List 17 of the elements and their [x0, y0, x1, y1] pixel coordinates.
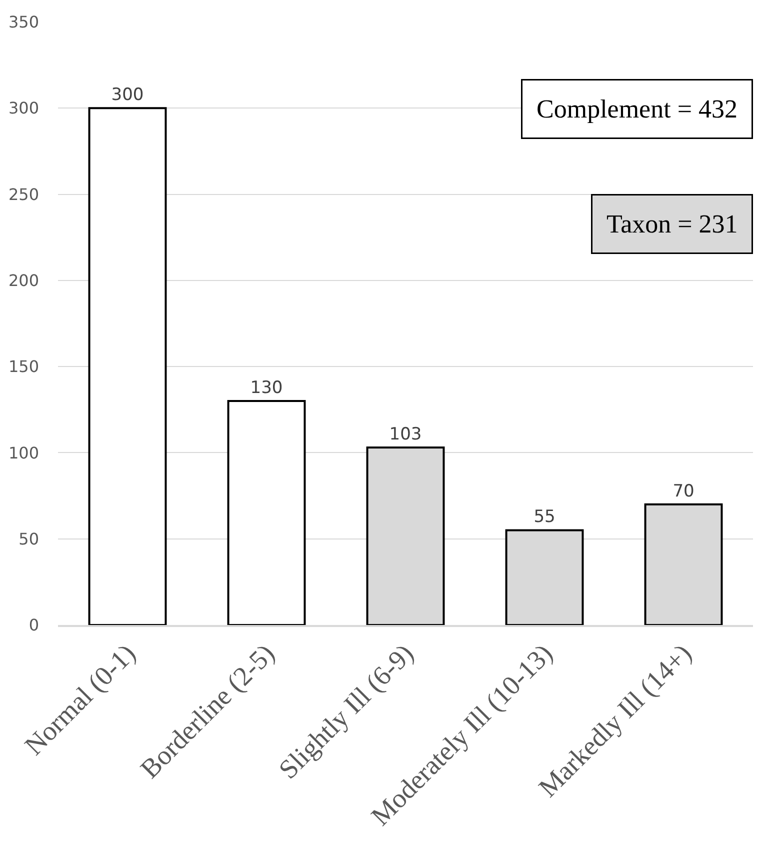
data-label: 55 — [534, 507, 556, 528]
y-tick-label: 200 — [8, 271, 39, 290]
y-tick-label: 0 — [28, 616, 39, 635]
y-tick-label: 250 — [8, 184, 39, 204]
data-label: 103 — [389, 424, 422, 445]
data-label: 70 — [672, 481, 694, 502]
text: Complement = 432 — [536, 94, 738, 124]
y-tick-label: 350 — [8, 12, 39, 32]
bar — [227, 400, 306, 625]
y-tick-label: 50 — [18, 529, 39, 548]
y-tick-label: 300 — [8, 98, 39, 118]
text: Taxon = 231 — [606, 210, 738, 238]
y-tick-label: 100 — [8, 443, 39, 462]
y-tick-label: 150 — [8, 357, 39, 376]
data-label: 130 — [250, 378, 283, 398]
bar — [88, 107, 167, 625]
data-label: 300 — [111, 85, 144, 106]
